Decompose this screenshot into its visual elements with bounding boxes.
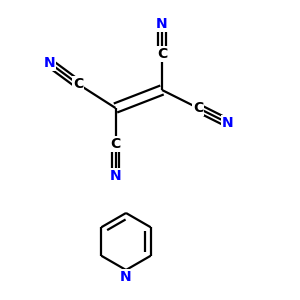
Text: N: N	[222, 116, 234, 130]
Text: C: C	[193, 101, 203, 115]
Text: N: N	[156, 17, 168, 31]
Text: N: N	[44, 56, 55, 70]
Text: C: C	[73, 77, 83, 91]
Text: N: N	[120, 270, 132, 283]
Text: C: C	[157, 47, 167, 61]
Text: C: C	[110, 137, 121, 151]
Text: N: N	[110, 169, 121, 182]
